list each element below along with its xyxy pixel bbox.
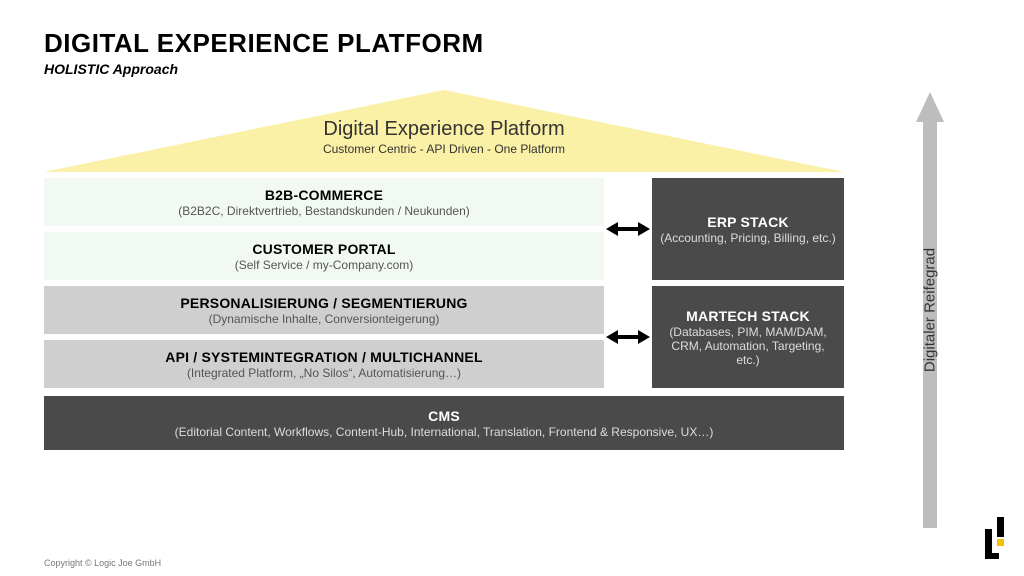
page-subtitle: HOLISTIC Approach (44, 61, 980, 77)
box-cms: CMS (Editorial Content, Workflows, Conte… (44, 396, 844, 450)
box-desc: (Accounting, Pricing, Billing, etc.) (660, 231, 836, 245)
box-b2b-commerce: B2B-COMMERCE (B2B2C, Direktvertrieb, Bes… (44, 178, 604, 226)
row-group-2: PERSONALISIERUNG / SEGMENTIERUNG (Dynami… (44, 286, 844, 388)
box-title: CMS (52, 408, 836, 424)
box-martech-stack: MARTECH STACK (Databases, PIM, MAM/DAM, … (652, 286, 844, 388)
box-title: ERP STACK (660, 214, 836, 230)
box-desc: (Databases, PIM, MAM/DAM, CRM, Automatio… (660, 325, 836, 367)
box-title: PERSONALISIERUNG / SEGMENTIERUNG (52, 295, 596, 311)
box-erp-stack: ERP STACK (Accounting, Pricing, Billing,… (652, 178, 844, 280)
box-desc: (Self Service / my-Company.com) (52, 258, 596, 272)
double-arrow-icon (606, 219, 650, 239)
double-arrow-icon (606, 327, 650, 347)
row-cms: CMS (Editorial Content, Workflows, Conte… (44, 396, 844, 450)
roof-subtitle: Customer Centric - API Driven - One Plat… (44, 142, 844, 156)
maturity-arrow: Digitaler Reifegrad (906, 92, 954, 528)
page-title: DIGITAL EXPERIENCE PLATFORM (44, 28, 980, 59)
box-customer-portal: CUSTOMER PORTAL (Self Service / my-Compa… (44, 232, 604, 280)
box-desc: (Dynamische Inhalte, Conversionteigerung… (52, 312, 596, 326)
row-group-1: B2B-COMMERCE (B2B2C, Direktvertrieb, Bes… (44, 178, 844, 280)
logo-icon (980, 517, 1010, 564)
box-title: CUSTOMER PORTAL (52, 241, 596, 257)
box-desc: (Editorial Content, Workflows, Content-H… (52, 425, 836, 439)
box-desc: (Integrated Platform, „No Silos“, Automa… (52, 366, 596, 380)
box-title: MARTECH STACK (660, 308, 836, 324)
roof: Digital Experience Platform Customer Cen… (44, 90, 844, 172)
box-api-integration: API / SYSTEMINTEGRATION / MULTICHANNEL (… (44, 340, 604, 388)
box-title: API / SYSTEMINTEGRATION / MULTICHANNEL (52, 349, 596, 365)
platform-diagram: Digital Experience Platform Customer Cen… (44, 90, 844, 450)
copyright: Copyright © Logic Joe GmbH (44, 558, 161, 568)
maturity-label: Digitaler Reifegrad (922, 248, 939, 372)
roof-title: Digital Experience Platform (44, 118, 844, 141)
box-title: B2B-COMMERCE (52, 187, 596, 203)
box-personalisierung: PERSONALISIERUNG / SEGMENTIERUNG (Dynami… (44, 286, 604, 334)
box-desc: (B2B2C, Direktvertrieb, Bestandskunden /… (52, 204, 596, 218)
